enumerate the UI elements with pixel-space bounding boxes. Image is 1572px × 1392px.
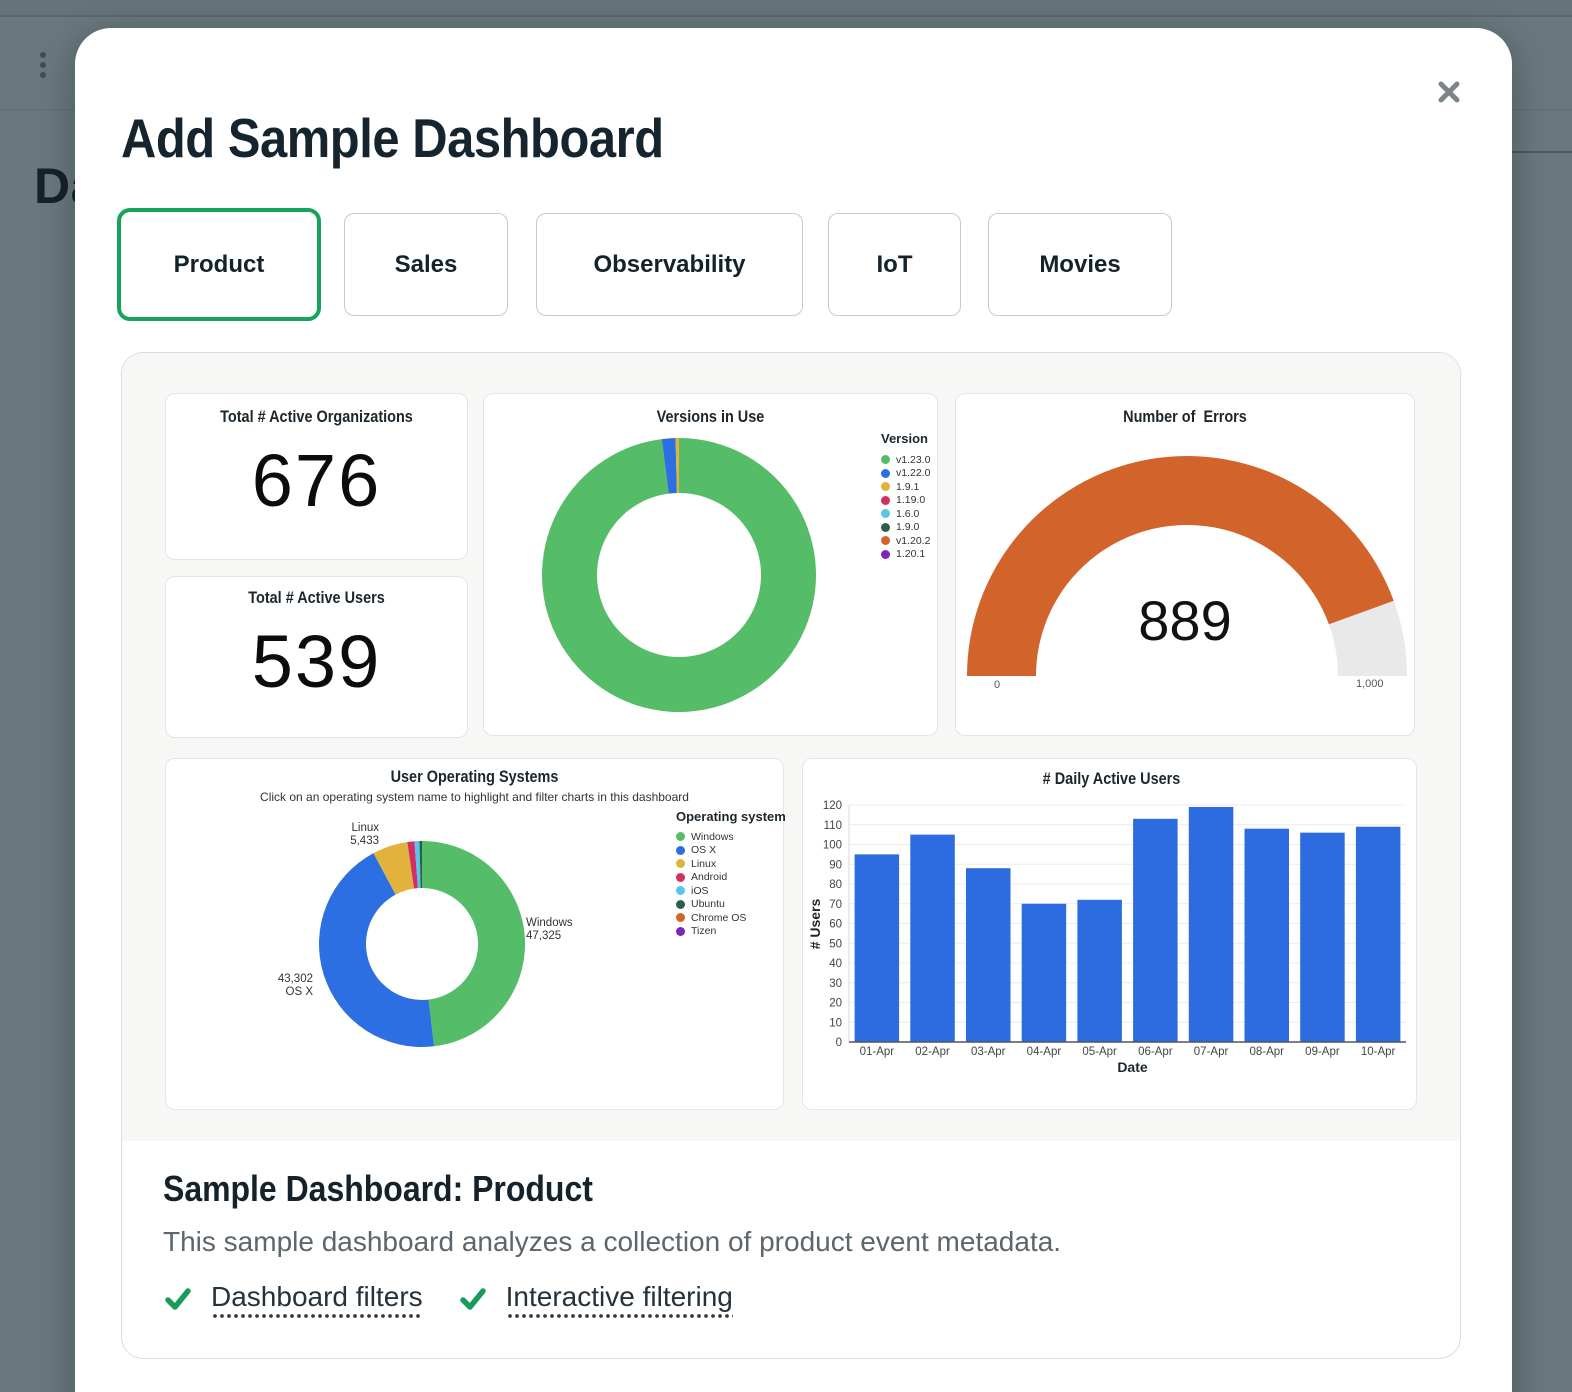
svg-text:80: 80	[829, 879, 842, 891]
svg-text:40: 40	[829, 958, 842, 970]
svg-text:10-Apr: 10-Apr	[1361, 1046, 1396, 1058]
svg-text:01-Apr: 01-Apr	[860, 1046, 895, 1058]
svg-text:10: 10	[829, 1017, 842, 1029]
svg-text:08-Apr: 08-Apr	[1249, 1046, 1284, 1058]
svg-text:110: 110	[824, 820, 842, 832]
svg-text:20: 20	[829, 998, 842, 1010]
svg-text:100: 100	[823, 840, 842, 852]
svg-text:0: 0	[836, 1037, 842, 1049]
svg-text:06-Apr: 06-Apr	[1138, 1046, 1173, 1058]
svg-text:03-Apr: 03-Apr	[971, 1046, 1006, 1058]
svg-text:30: 30	[829, 978, 842, 990]
svg-text:50: 50	[829, 938, 842, 950]
svg-text:05-Apr: 05-Apr	[1082, 1046, 1117, 1058]
svg-text:07-Apr: 07-Apr	[1194, 1046, 1229, 1058]
svg-text:02-Apr: 02-Apr	[915, 1046, 950, 1058]
svg-text:09-Apr: 09-Apr	[1305, 1046, 1340, 1058]
svg-text:120: 120	[823, 800, 842, 812]
svg-text:70: 70	[829, 899, 842, 911]
svg-text:90: 90	[829, 859, 842, 871]
svg-text:04-Apr: 04-Apr	[1027, 1046, 1062, 1058]
svg-text:60: 60	[829, 919, 842, 931]
